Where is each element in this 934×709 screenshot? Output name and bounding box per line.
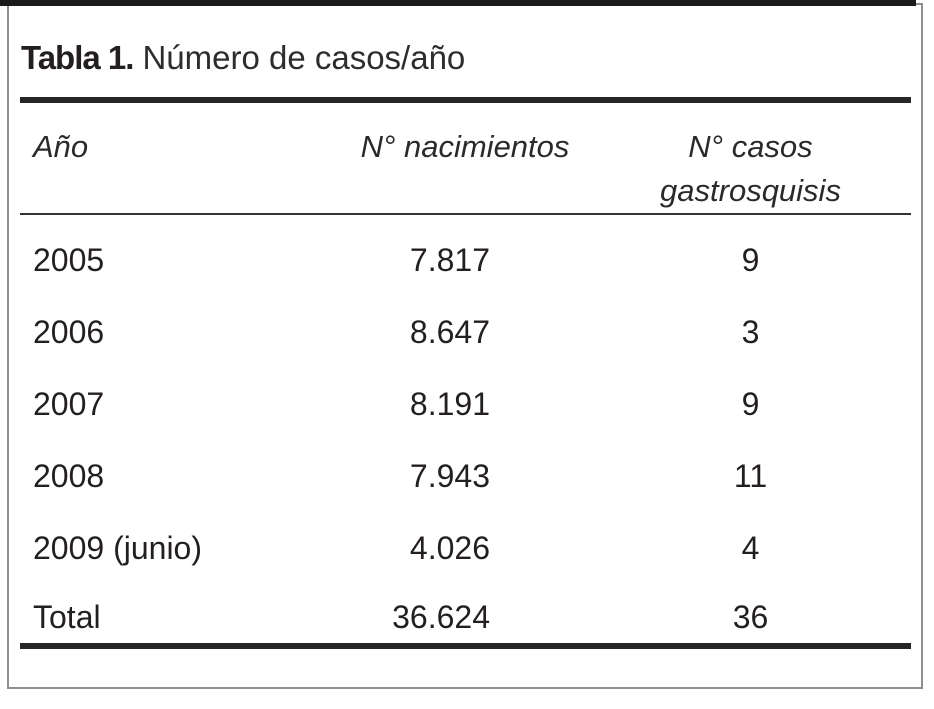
table-row: 2005 7.817 9 xyxy=(20,214,911,286)
table-number-label: Tabla 1. xyxy=(21,39,134,76)
births-cell: 8.191 xyxy=(409,386,490,422)
births-cell: 8.647 xyxy=(409,314,490,350)
cases-cell: 3 xyxy=(741,314,760,350)
cases-cell: 9 xyxy=(741,242,760,278)
table-row-total: Total 36.624 36 xyxy=(20,574,911,649)
table-row: 2008 7.943 11 xyxy=(20,430,911,502)
column-header-year: Año xyxy=(20,103,340,215)
table-row: 2007 8.191 9 xyxy=(20,358,911,430)
births-cell: 7.817 xyxy=(409,242,490,278)
year-cell: Total xyxy=(20,574,340,649)
data-table: Año N° nacimientos N° casos gastrosquisi… xyxy=(20,103,911,649)
cases-cell: 4 xyxy=(741,530,760,566)
births-cell: 36.624 xyxy=(340,574,590,649)
table-top-rule xyxy=(20,97,911,103)
births-cell: 4.026 xyxy=(409,530,490,566)
year-cell: 2009 (junio) xyxy=(33,530,202,566)
column-header-cases-text: N° casos gastrosquisis xyxy=(660,129,841,208)
cases-cell: 36 xyxy=(590,574,911,649)
table-row: 2006 8.647 3 xyxy=(20,286,911,358)
year-cell: 2007 xyxy=(33,386,105,422)
header-row: Año N° nacimientos N° casos gastrosquisi… xyxy=(20,103,911,215)
table-caption: Número de casos/año xyxy=(142,39,466,76)
column-header-cases: N° casos gastrosquisis xyxy=(590,103,911,215)
births-cell: 7.943 xyxy=(409,458,490,494)
cases-cell: 11 xyxy=(733,458,768,494)
cases-cell: 9 xyxy=(741,386,760,422)
column-header-births: N° nacimientos xyxy=(340,103,590,215)
table-title: Tabla 1. Número de casos/año xyxy=(21,40,465,76)
table-row: 2009 (junio) 4.026 4 xyxy=(20,502,911,574)
scan-top-rule xyxy=(0,0,916,6)
year-cell: 2008 xyxy=(33,458,105,494)
year-cell: 2006 xyxy=(33,314,105,350)
year-cell: 2005 xyxy=(33,242,105,278)
